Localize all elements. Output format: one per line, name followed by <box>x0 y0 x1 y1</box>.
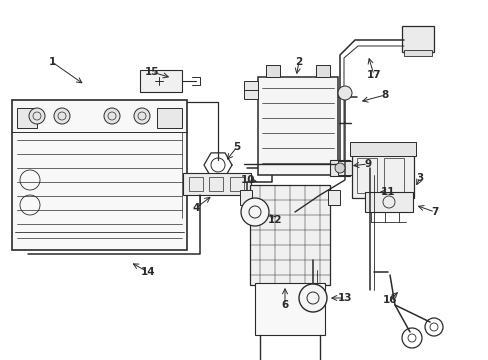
Text: 3: 3 <box>415 173 423 183</box>
Bar <box>189 177 203 191</box>
Circle shape <box>58 112 66 120</box>
Bar <box>315 65 329 77</box>
Text: 4: 4 <box>192 203 199 213</box>
Circle shape <box>108 112 116 120</box>
Text: 9: 9 <box>364 159 371 169</box>
Bar <box>244 81 258 99</box>
Bar <box>17 108 37 128</box>
Bar <box>140 70 182 92</box>
Bar <box>329 160 349 176</box>
Circle shape <box>138 112 146 120</box>
Text: 13: 13 <box>337 293 351 303</box>
Text: 14: 14 <box>141 267 155 277</box>
Text: 7: 7 <box>430 207 438 217</box>
Text: 15: 15 <box>144 67 159 77</box>
Text: 12: 12 <box>267 215 282 225</box>
Bar <box>349 142 415 156</box>
Bar <box>383 158 403 193</box>
Circle shape <box>134 108 150 124</box>
Bar <box>265 65 280 77</box>
Bar <box>157 108 182 128</box>
Text: 1: 1 <box>48 57 56 67</box>
Bar <box>254 283 325 335</box>
Bar <box>356 158 376 193</box>
Circle shape <box>298 284 326 312</box>
Text: 17: 17 <box>366 70 381 80</box>
Text: 11: 11 <box>380 187 394 197</box>
Circle shape <box>33 112 41 120</box>
Bar <box>12 100 186 250</box>
Bar <box>208 177 223 191</box>
Bar <box>258 77 337 175</box>
Circle shape <box>337 86 351 100</box>
Bar <box>229 177 244 191</box>
Bar <box>240 190 251 205</box>
Bar <box>364 192 412 212</box>
Circle shape <box>241 198 268 226</box>
Circle shape <box>334 163 345 173</box>
Text: 16: 16 <box>382 295 396 305</box>
Bar <box>183 173 250 195</box>
Circle shape <box>29 108 45 124</box>
Bar <box>337 161 351 175</box>
Bar <box>249 185 329 285</box>
Text: 10: 10 <box>240 175 255 185</box>
Text: 2: 2 <box>295 57 302 67</box>
Bar <box>351 150 413 198</box>
Circle shape <box>104 108 120 124</box>
Text: 6: 6 <box>281 300 288 310</box>
Text: 5: 5 <box>233 142 240 152</box>
Text: 8: 8 <box>381 90 388 100</box>
Bar <box>403 50 431 56</box>
Bar <box>401 26 433 52</box>
Circle shape <box>54 108 70 124</box>
Bar <box>327 190 339 205</box>
